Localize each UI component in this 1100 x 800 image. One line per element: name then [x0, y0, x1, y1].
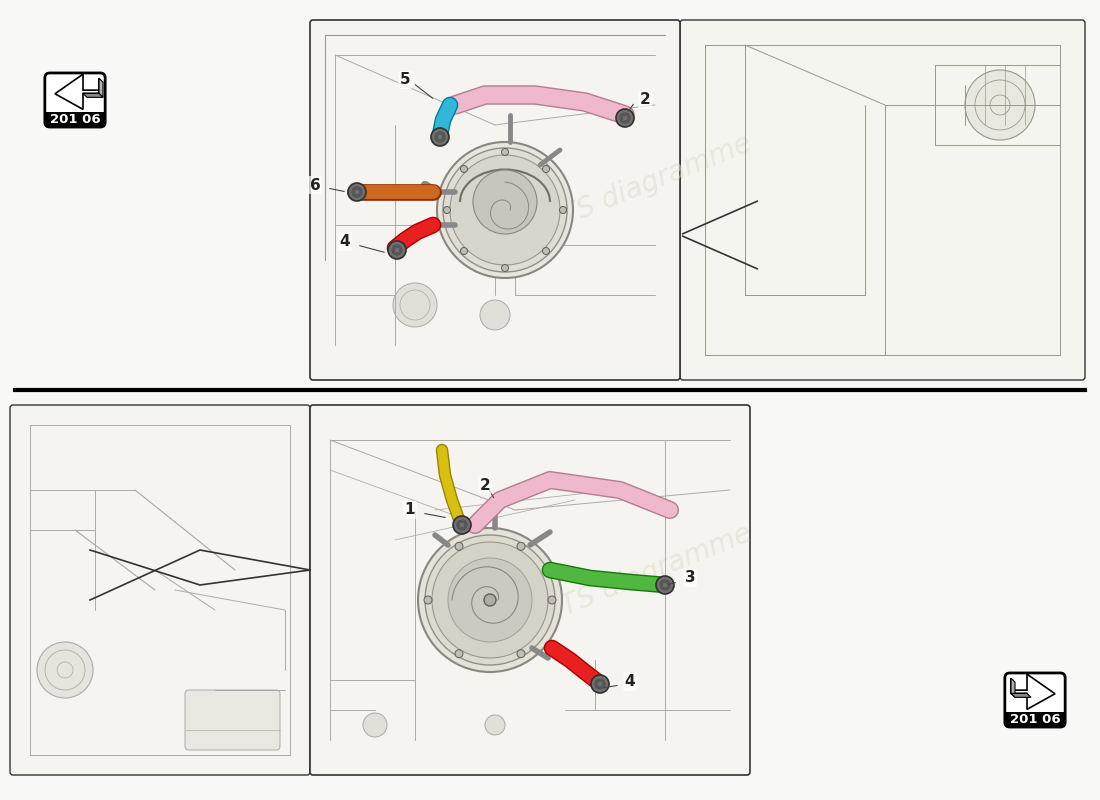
Text: 201 06: 201 06 [1010, 714, 1060, 726]
FancyBboxPatch shape [10, 405, 310, 775]
Circle shape [517, 542, 525, 550]
FancyBboxPatch shape [185, 690, 280, 750]
Circle shape [560, 206, 566, 214]
Text: 6: 6 [309, 178, 320, 193]
FancyBboxPatch shape [680, 20, 1085, 380]
Circle shape [542, 247, 550, 254]
Circle shape [455, 650, 463, 658]
FancyBboxPatch shape [45, 73, 106, 127]
Circle shape [453, 516, 471, 534]
Circle shape [443, 206, 451, 214]
Circle shape [502, 149, 508, 155]
Circle shape [437, 142, 573, 278]
Circle shape [502, 265, 508, 271]
Circle shape [348, 183, 366, 201]
Circle shape [548, 596, 556, 604]
Text: 2: 2 [480, 478, 491, 493]
Circle shape [484, 594, 496, 606]
Polygon shape [1011, 694, 1031, 698]
FancyBboxPatch shape [310, 405, 750, 775]
Text: 2: 2 [639, 93, 650, 107]
Circle shape [455, 542, 463, 550]
Polygon shape [1011, 678, 1015, 698]
Circle shape [461, 247, 468, 254]
Circle shape [388, 241, 406, 259]
Circle shape [542, 166, 550, 173]
Circle shape [432, 542, 548, 658]
Circle shape [461, 166, 468, 173]
Circle shape [480, 300, 510, 330]
Circle shape [363, 713, 387, 737]
Circle shape [443, 148, 566, 272]
Text: 4: 4 [625, 674, 636, 690]
Bar [0, 0, 1100, 390]
Bar [45, 113, 106, 127]
Circle shape [965, 70, 1035, 140]
Circle shape [450, 155, 560, 265]
FancyBboxPatch shape [310, 20, 680, 380]
Bar [0, 390, 1100, 800]
Circle shape [448, 558, 532, 642]
Polygon shape [1011, 674, 1055, 710]
Circle shape [393, 283, 437, 327]
Text: 3: 3 [684, 570, 695, 586]
Circle shape [473, 170, 537, 234]
Text: 5: 5 [399, 73, 410, 87]
Circle shape [425, 535, 556, 665]
Polygon shape [82, 94, 103, 98]
Circle shape [517, 650, 525, 658]
Circle shape [418, 528, 562, 672]
Text: a PARTS diagramme: a PARTS diagramme [484, 129, 756, 261]
Circle shape [591, 675, 609, 693]
Circle shape [485, 715, 505, 735]
Circle shape [616, 109, 634, 127]
Text: 4: 4 [340, 234, 350, 250]
Bar [1004, 713, 1065, 727]
Circle shape [656, 576, 674, 594]
FancyBboxPatch shape [1004, 673, 1065, 727]
Text: 201 06: 201 06 [50, 114, 100, 126]
Text: 1: 1 [405, 502, 416, 518]
Text: a PARTS diagramme: a PARTS diagramme [484, 519, 756, 651]
Circle shape [37, 642, 94, 698]
Circle shape [424, 596, 432, 604]
Polygon shape [99, 78, 103, 98]
Circle shape [431, 128, 449, 146]
Polygon shape [55, 74, 99, 110]
